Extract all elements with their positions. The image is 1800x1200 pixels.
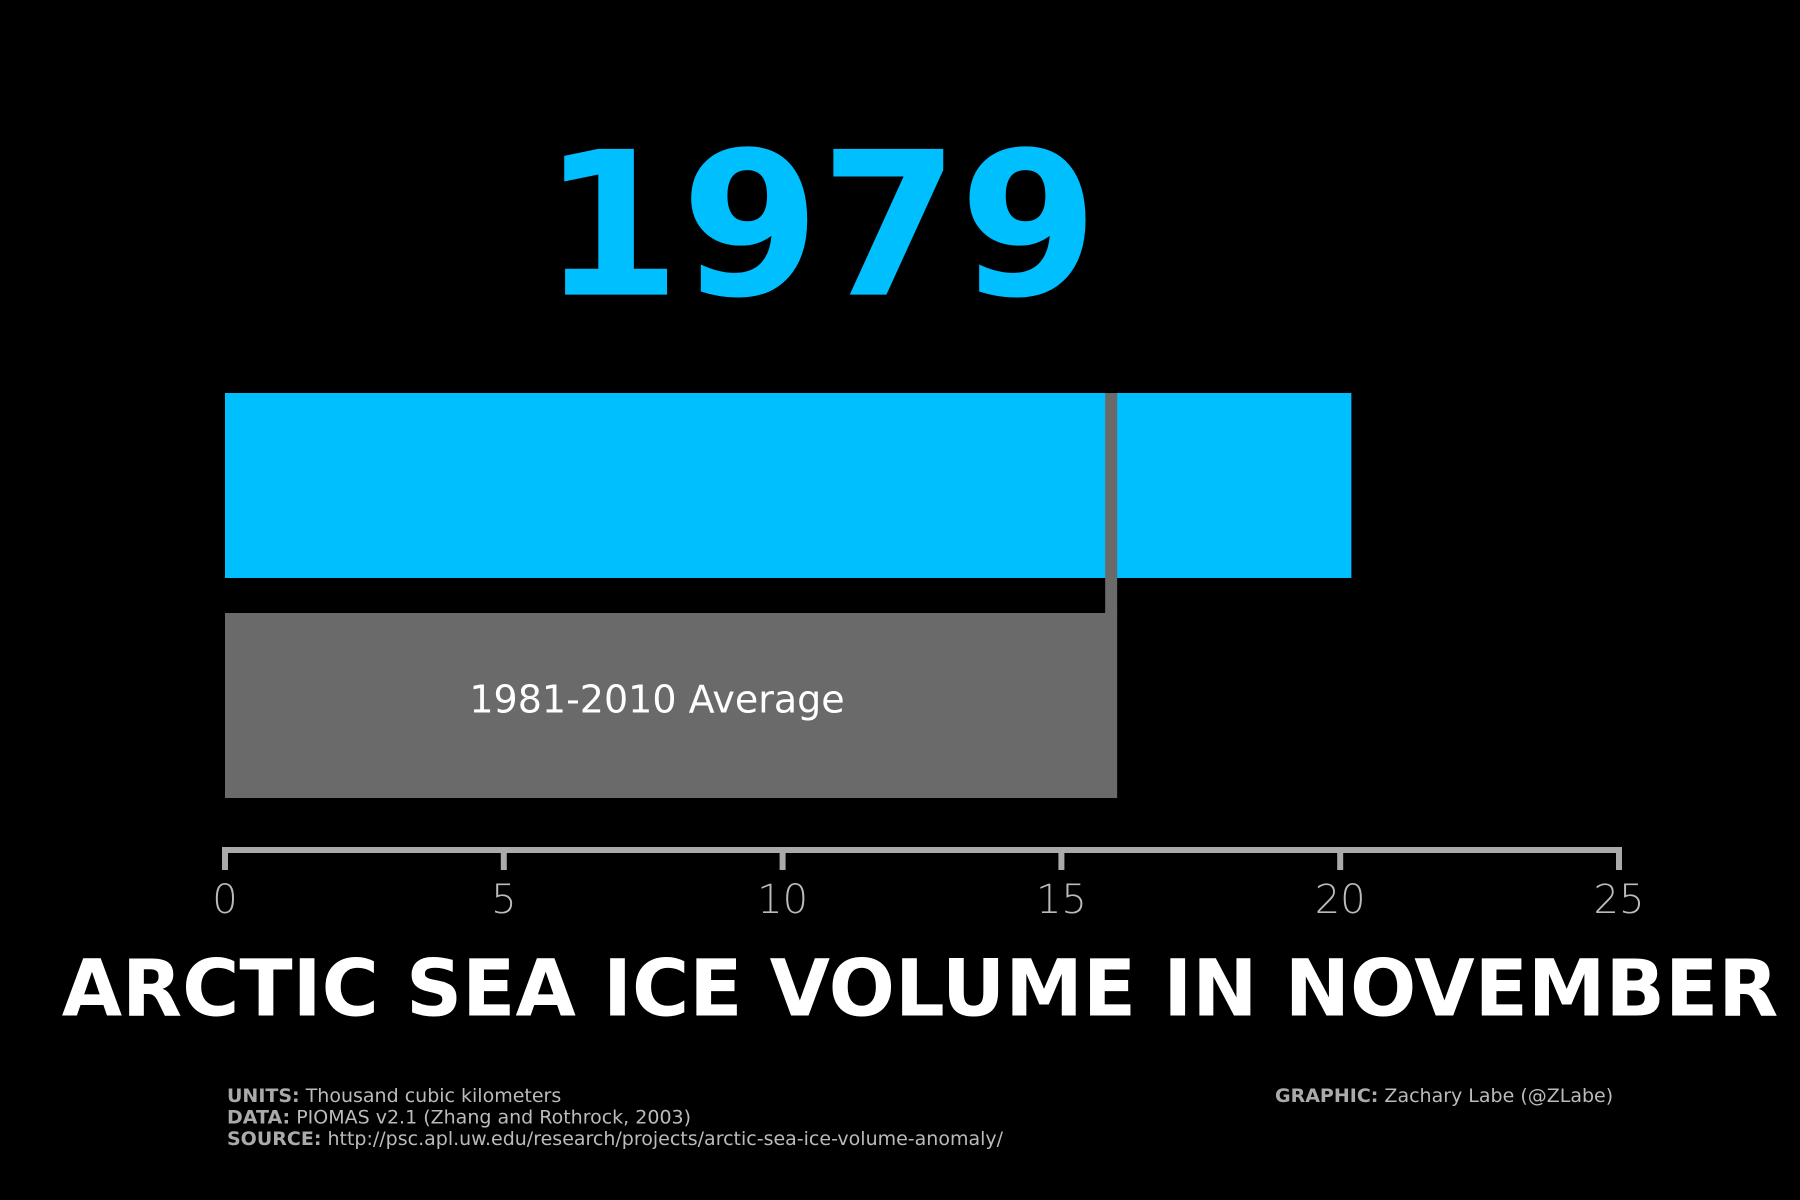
x-tick-label: 0 [212, 877, 237, 923]
x-tick-label: 25 [1594, 877, 1645, 923]
credit: GRAPHIC: Zachary Labe (@ZLabe) [1275, 1085, 1613, 1107]
note-label: DATA: [227, 1106, 290, 1128]
year-label: 1979 [542, 110, 1099, 343]
x-tick-label: 15 [1036, 877, 1087, 923]
note-text: Thousand cubic kilometers [305, 1085, 562, 1107]
note-label: UNITS: [227, 1085, 300, 1107]
footer-note: UNITS: Thousand cubic kilometers [227, 1085, 561, 1107]
note-label: SOURCE: [227, 1128, 321, 1150]
note-text: PIOMAS v2.1 (Zhang and Rothrock, 2003) [296, 1106, 691, 1128]
x-tick-label: 20 [1315, 877, 1366, 923]
bar [225, 393, 1352, 578]
chart-title: ARCTIC SEA ICE VOLUME IN NOVEMBER [62, 944, 1779, 1034]
credit-label: GRAPHIC: [1275, 1085, 1378, 1107]
footer-note: SOURCE: http://psc.apl.uw.edu/research/p… [227, 1128, 1004, 1150]
bar [225, 613, 1118, 798]
credit-text: Zachary Labe (@ZLabe) [1384, 1085, 1613, 1107]
bar-label: 1981-2010 Average [469, 678, 844, 722]
x-tick-label: 5 [491, 877, 516, 923]
note-text: http://psc.apl.uw.edu/research/projects/… [327, 1128, 1003, 1150]
average-marker [1105, 393, 1118, 615]
footer-note: DATA: PIOMAS v2.1 (Zhang and Rothrock, 2… [227, 1106, 691, 1128]
x-tick-label: 10 [757, 877, 808, 923]
